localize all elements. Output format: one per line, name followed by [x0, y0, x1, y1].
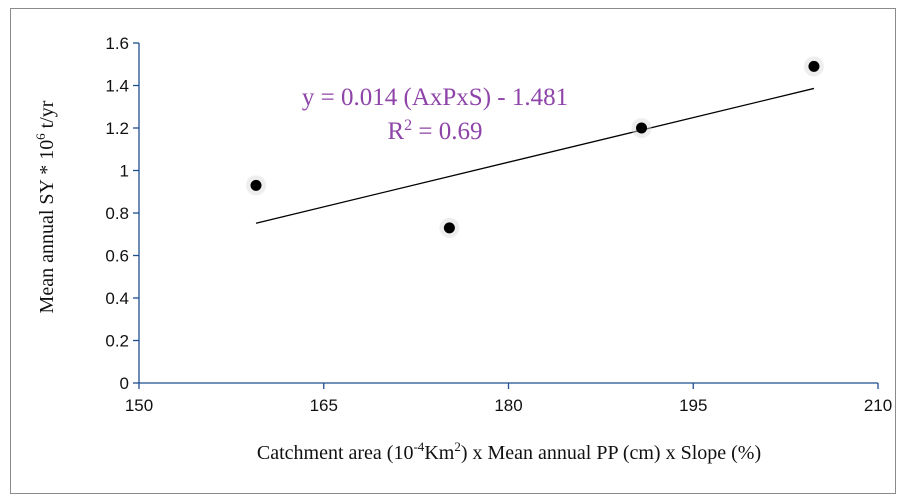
x-tick-label: 180 [494, 396, 522, 415]
ticks: 0 0.2 0.4 0.6 0.8 1 1.2 1.4 1.6 150 165 180 195 210 [105, 34, 892, 415]
trendline-equation: y = 0.014 (AxPxS) - 1.481 [302, 84, 568, 111]
data-point [443, 222, 455, 234]
data-point [636, 122, 648, 134]
data-points [246, 56, 824, 238]
r-squared-label: R2 = 0.69 [387, 117, 482, 145]
x-tick-label: 195 [679, 396, 707, 415]
y-tick-label: 0.4 [105, 289, 129, 308]
y-tick-label: 0.2 [105, 332, 129, 351]
y-tick-label: 0 [120, 374, 129, 393]
y-axis-title: Mean annual SY * 106 t/yr [33, 100, 58, 313]
y-tick-label: 1.2 [105, 119, 129, 138]
x-axis-title: Catchment area (10-4Km2) x Mean annual P… [257, 439, 761, 464]
y-tick-label: 1 [120, 162, 129, 181]
y-tick-label: 1.6 [105, 34, 129, 53]
data-point [808, 60, 820, 72]
x-tick-label: 150 [125, 396, 153, 415]
x-tick-label: 210 [864, 396, 892, 415]
y-tick-label: 0.6 [105, 247, 129, 266]
x-tick-label: 165 [310, 396, 338, 415]
scatter-chart: 0 0.2 0.4 0.6 0.8 1 1.2 1.4 1.6 150 165 180 195 210 y… [33, 34, 892, 464]
trendline-group [255, 87, 815, 224]
data-point [250, 179, 262, 191]
y-tick-label: 0.8 [105, 204, 129, 223]
trendline [255, 87, 815, 224]
chart-frame: 0 0.2 0.4 0.6 0.8 1 1.2 1.4 1.6 150 165 180 195 210 y… [10, 8, 896, 494]
y-tick-label: 1.4 [105, 77, 129, 96]
